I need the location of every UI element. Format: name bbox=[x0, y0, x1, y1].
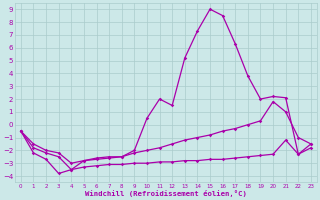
X-axis label: Windchill (Refroidissement éolien,°C): Windchill (Refroidissement éolien,°C) bbox=[85, 190, 247, 197]
